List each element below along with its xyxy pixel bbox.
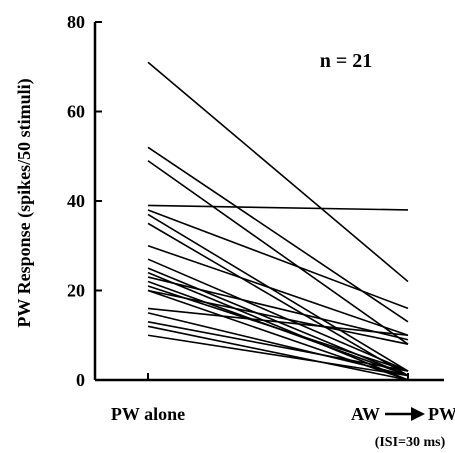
series-line-19 xyxy=(147,321,409,372)
series-line-8 xyxy=(147,244,409,337)
series-line-1 xyxy=(147,61,409,283)
series-line-7 xyxy=(147,222,409,377)
x-tick-label-aw: AW xyxy=(351,404,380,424)
series-line-5 xyxy=(147,209,409,310)
series-line-21 xyxy=(147,334,409,377)
series-line-17 xyxy=(147,307,409,337)
arrow-right-icon xyxy=(411,407,425,421)
series-line-20 xyxy=(147,325,409,381)
series-lines xyxy=(147,61,409,381)
y-tick-label: 20 xyxy=(67,281,85,301)
series-line-6 xyxy=(147,213,409,372)
y-tick-label: 40 xyxy=(67,191,85,211)
sample-size-annotation: n = 21 xyxy=(320,50,373,72)
x-tick-label-aw-pw: AW PW xyxy=(351,404,455,424)
isi-note: (ISI=30 ms) xyxy=(375,435,446,450)
series-line-9 xyxy=(147,258,409,372)
series-line-12 xyxy=(147,276,409,341)
y-tick-label: 60 xyxy=(67,102,85,122)
series-line-15 xyxy=(147,289,409,345)
y-ticks: 0 20 40 60 80 xyxy=(67,12,102,390)
x-tick-label-pw-alone: PW alone xyxy=(111,404,185,424)
y-tick-label: 80 xyxy=(67,12,85,32)
series-line-3 xyxy=(147,160,409,345)
y-tick-label: 0 xyxy=(76,370,85,390)
series-line-4 xyxy=(147,204,409,211)
y-axis-title: PW Response (spikes/50 stimuli) xyxy=(14,78,35,327)
x-ticks xyxy=(147,373,409,380)
series-line-18 xyxy=(147,312,409,377)
x-tick-label-pw: PW xyxy=(428,404,455,424)
